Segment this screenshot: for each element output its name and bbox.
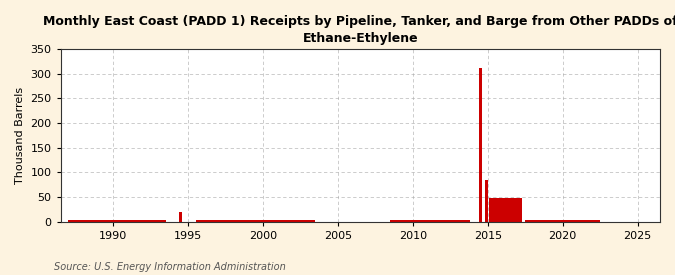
- Title: Monthly East Coast (PADD 1) Receipts by Pipeline, Tanker, and Barge from Other P: Monthly East Coast (PADD 1) Receipts by …: [43, 15, 675, 45]
- Bar: [179, 212, 182, 222]
- Bar: [491, 198, 492, 222]
- Bar: [521, 198, 522, 222]
- Bar: [490, 198, 491, 222]
- Bar: [506, 198, 508, 222]
- Bar: [492, 198, 493, 222]
- Bar: [517, 198, 518, 222]
- Bar: [390, 221, 470, 222]
- Y-axis label: Thousand Barrels: Thousand Barrels: [15, 87, 25, 184]
- Bar: [510, 198, 511, 222]
- Bar: [512, 198, 514, 222]
- Bar: [502, 198, 504, 222]
- Bar: [504, 198, 505, 222]
- Bar: [500, 198, 501, 222]
- Bar: [499, 198, 500, 222]
- Bar: [495, 198, 496, 222]
- Bar: [68, 221, 165, 222]
- Bar: [520, 198, 521, 222]
- Bar: [485, 180, 488, 222]
- Bar: [514, 198, 515, 222]
- Bar: [496, 198, 497, 222]
- Bar: [518, 198, 520, 222]
- Bar: [516, 198, 517, 222]
- Bar: [479, 68, 482, 222]
- Text: Source: U.S. Energy Information Administration: Source: U.S. Energy Information Administ…: [54, 262, 286, 272]
- Bar: [497, 198, 499, 222]
- Bar: [493, 198, 495, 222]
- Bar: [507, 198, 508, 222]
- Bar: [489, 198, 490, 222]
- Bar: [501, 198, 502, 222]
- Bar: [525, 221, 600, 222]
- Bar: [505, 198, 506, 222]
- Bar: [515, 198, 516, 222]
- Bar: [511, 198, 512, 222]
- Bar: [196, 221, 315, 222]
- Bar: [508, 198, 510, 222]
